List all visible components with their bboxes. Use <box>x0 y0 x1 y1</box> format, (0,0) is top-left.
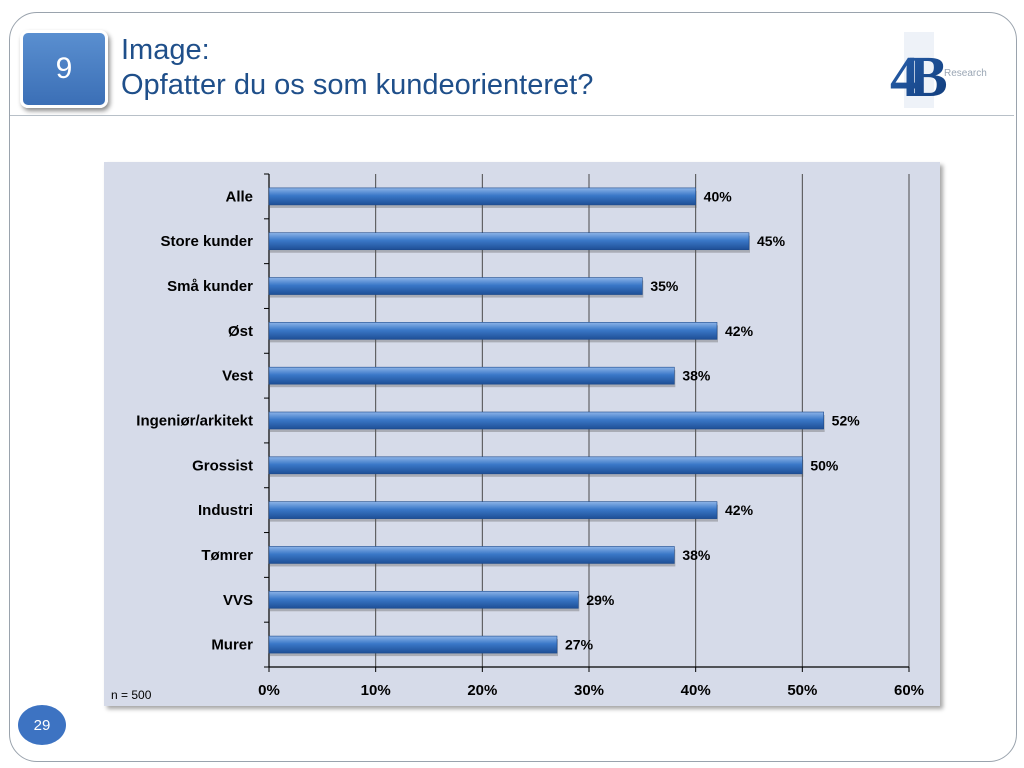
value-label: 45% <box>757 233 786 249</box>
bar <box>268 232 750 251</box>
value-label: 38% <box>682 368 711 384</box>
value-label: 50% <box>810 457 839 473</box>
value-label: 40% <box>704 188 733 204</box>
bar <box>268 187 696 206</box>
value-label: 29% <box>586 592 615 608</box>
company-logo: 4B Research <box>888 30 998 110</box>
sample-size-note: n = 500 <box>111 688 152 702</box>
category-label: Industri <box>198 502 253 519</box>
value-label: 27% <box>565 637 594 653</box>
value-label: 38% <box>682 547 711 563</box>
bar <box>268 456 803 475</box>
category-label: Vest <box>222 368 253 385</box>
title-line-1: Image: <box>121 34 210 66</box>
bar <box>268 322 718 340</box>
x-tick-label: 50% <box>787 682 817 699</box>
x-tick-label: 0% <box>258 682 280 699</box>
bar <box>268 366 675 385</box>
title-line-2: Opfatter du os som kundeorienteret? <box>121 69 594 101</box>
bar <box>268 590 579 609</box>
logo-graphic: 4B Research <box>890 32 987 109</box>
category-label: Tømrer <box>201 547 253 564</box>
x-tick-label: 30% <box>574 682 604 699</box>
category-label: Store kunder <box>160 233 253 250</box>
category-label: Ingeniør/arkitekt <box>136 413 253 430</box>
slide-number-badge: 9 <box>20 30 108 108</box>
bar <box>268 501 718 519</box>
category-label: Murer <box>211 637 253 654</box>
bar <box>268 546 675 564</box>
x-tick-label: 60% <box>894 682 924 699</box>
category-label: Øst <box>228 323 253 340</box>
value-label: 52% <box>832 413 861 429</box>
x-tick-label: 20% <box>467 682 497 699</box>
bar <box>268 411 824 430</box>
chart-canvas: 0% 10% 20% 30% 40% 50% 60% Alle 40% Store kunder 4… <box>136 173 924 699</box>
bar <box>268 635 558 654</box>
bar <box>268 277 643 295</box>
category-label: Små kunder <box>167 278 253 295</box>
category-label: Grossist <box>192 457 253 474</box>
value-label: 42% <box>725 323 754 339</box>
logo-subtext: Research <box>944 68 987 79</box>
value-label: 35% <box>650 278 679 294</box>
page-number: 29 <box>18 705 66 745</box>
x-tick-label: 10% <box>361 682 391 699</box>
bar-chart: 0% 10% 20% 30% 40% 50% 60% Alle 40% Store kunder 4… <box>104 162 940 706</box>
x-tick-label: 40% <box>681 682 711 699</box>
logo-mark: 4B <box>890 44 947 109</box>
category-label: Alle <box>225 188 253 205</box>
slide-title: Image: Opfatter du os som kundeorientere… <box>121 33 593 103</box>
header-divider <box>10 115 1014 116</box>
value-label: 42% <box>725 502 754 518</box>
category-label: VVS <box>223 592 253 609</box>
